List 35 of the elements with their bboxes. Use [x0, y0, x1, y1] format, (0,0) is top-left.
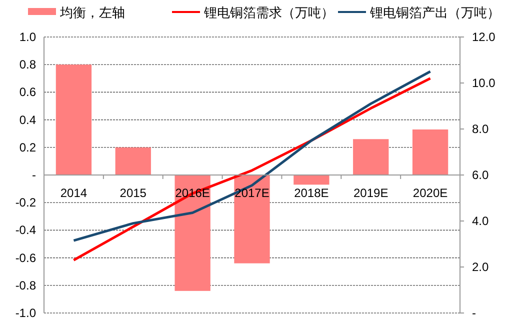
bar: [115, 147, 151, 175]
legend-label: 均衡，左轴: [59, 5, 125, 20]
x-tick-label: 2019E: [354, 186, 388, 200]
y-tick-label: -0.8: [15, 278, 36, 292]
y-tick-label: 0.6: [19, 85, 36, 100]
bar: [174, 175, 210, 291]
y2-tick-label: 8.0: [472, 122, 490, 136]
y2-tick-label: 6.0: [472, 168, 490, 182]
y2-tick-label: 10.0: [472, 76, 496, 90]
y2-tick-label: 2.0: [472, 260, 490, 274]
y-tick-label: -1.0: [15, 306, 36, 320]
y-tick-label: 1.0: [19, 30, 36, 44]
bar: [412, 129, 448, 175]
x-tick-label: 2020E: [412, 186, 448, 200]
legend-label: 锂电铜箔产出（万吨）: [369, 5, 500, 20]
y2-tick-label: -: [472, 306, 476, 320]
bar: [353, 139, 389, 175]
y-tick-label: -0.4: [15, 223, 36, 238]
x-tick-label: 2017E: [234, 186, 270, 200]
y-tick-label: 0.2: [19, 140, 36, 154]
x-tick-label: 2018E: [294, 186, 329, 200]
x-tick-label: 2015: [120, 186, 147, 200]
y2-tick-label: 4.0: [472, 214, 490, 228]
y-tick-label: -: [32, 168, 36, 182]
y-tick-label: 0.4: [19, 112, 36, 127]
x-tick-label: 2016E: [175, 186, 210, 200]
y-tick-label: -0.6: [15, 250, 36, 265]
y2-tick-label: 12.0: [472, 30, 496, 44]
y-tick-label: 0.8: [19, 58, 36, 72]
bar: [294, 175, 330, 185]
x-tick-label: 2014: [60, 186, 88, 200]
legend-label: 锂电铜箔需求（万吨）: [203, 5, 334, 20]
bar: [234, 175, 270, 264]
bar: [56, 64, 92, 175]
y-tick-label: -0.2: [15, 196, 36, 210]
